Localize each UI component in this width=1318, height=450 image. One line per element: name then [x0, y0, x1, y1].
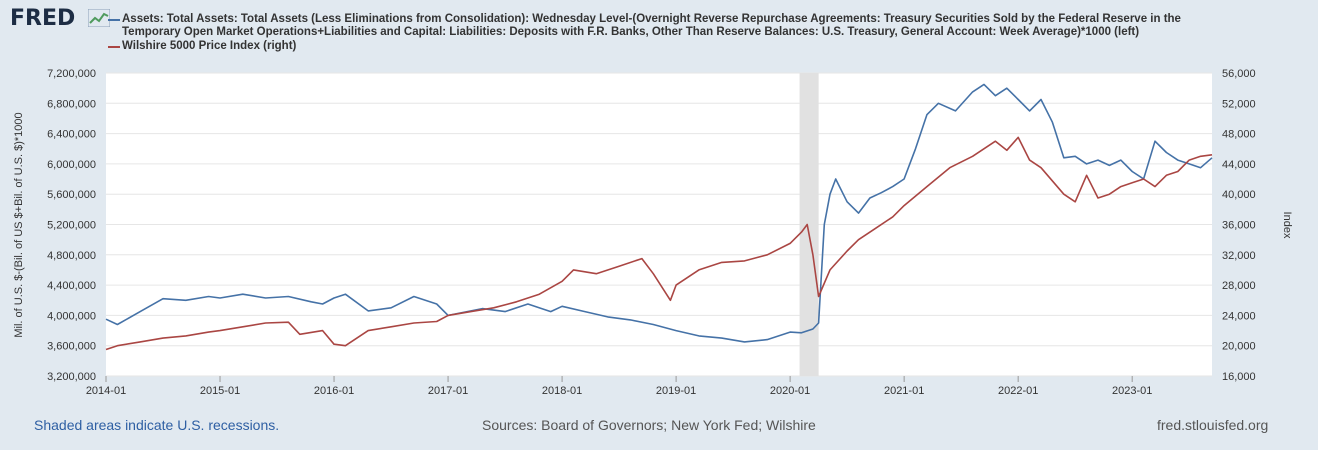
x-tick-label: 2021-01 — [884, 385, 924, 397]
x-tick-label: 2017-01 — [428, 385, 468, 397]
ticks-layer: 3,200,000 16,000 3,600,000 20,000 4,000,000 2… — [47, 68, 1256, 397]
recession-band — [799, 73, 819, 376]
y-left-tick-label: 7,200,000 — [47, 68, 96, 80]
series-layer — [105, 83, 1213, 351]
legend-label-left-line2: Temporary Open Market Operations+Liabili… — [122, 26, 1140, 38]
legend-item-right-series[interactable]: Wilshire 5000 Price Index (right) — [108, 40, 297, 53]
y-left-tick-label: 4,800,000 — [47, 250, 96, 262]
x-tick-label: 2020-01 — [770, 385, 810, 397]
y-right-tick-label: 28,000 — [1222, 280, 1256, 292]
series-line-right — [105, 136, 1213, 351]
y-axis-left-title: Mil. of U.S. $-(Bil. of US $+Bil. of U.S… — [13, 112, 25, 337]
y-right-tick-label: 36,000 — [1222, 220, 1256, 232]
x-tick-label: 2016-01 — [314, 385, 354, 397]
sources-text: Sources: Board of Governors; New York Fe… — [482, 417, 816, 433]
y-right-tick-label: 16,000 — [1222, 371, 1256, 383]
legend-label-left-line1: Assets: Total Assets: Total Assets (Less… — [122, 13, 1181, 25]
y-right-tick-label: 20,000 — [1222, 341, 1256, 353]
y-left-tick-label: 5,600,000 — [47, 189, 96, 201]
grid — [106, 72, 1212, 377]
x-tick-label: 2022-01 — [998, 385, 1038, 397]
y-left-tick-label: 3,600,000 — [47, 341, 96, 353]
series-line-left — [105, 83, 1213, 343]
recession-layer — [799, 73, 819, 376]
recession-note-link[interactable]: Shaded areas indicate U.S. recessions. — [34, 417, 280, 433]
y-left-tick-label: 5,200,000 — [47, 220, 96, 232]
y-left-tick-label: 4,400,000 — [47, 280, 96, 292]
y-right-tick-label: 32,000 — [1222, 250, 1256, 262]
y-right-tick-label: 44,000 — [1222, 159, 1256, 171]
x-tick-label: 2019-01 — [656, 385, 696, 397]
y-axis-right-title: Index — [1281, 212, 1293, 239]
legend-item-left-series[interactable]: Assets: Total Assets: Total Assets (Less… — [108, 13, 1181, 39]
y-left-tick-label: 6,400,000 — [47, 129, 96, 141]
x-tick-label: 2018-01 — [542, 385, 582, 397]
site-link[interactable]: fred.stlouisfed.org — [1157, 417, 1269, 433]
legend-swatch-blue — [108, 19, 120, 21]
fred-graph-icon — [88, 9, 110, 27]
y-left-tick-label: 4,000,000 — [47, 310, 96, 322]
y-right-tick-label: 24,000 — [1222, 310, 1256, 322]
fred-logo[interactable]: FRED — [10, 6, 76, 31]
chart: 3,200,000 16,000 3,600,000 20,000 4,000,000 2… — [13, 68, 1293, 397]
y-right-tick-label: 56,000 — [1222, 68, 1256, 80]
legend-swatch-red — [108, 46, 120, 48]
x-tick-label: 2023-01 — [1112, 385, 1152, 397]
y-left-tick-label: 6,000,000 — [47, 159, 96, 171]
y-right-tick-label: 52,000 — [1222, 98, 1256, 110]
x-tick-label: 2014-01 — [86, 385, 126, 397]
y-left-tick-label: 6,800,000 — [47, 98, 96, 110]
y-left-tick-label: 3,200,000 — [47, 371, 96, 383]
legend-label-right: Wilshire 5000 Price Index (right) — [122, 40, 297, 52]
y-right-tick-label: 48,000 — [1222, 129, 1256, 141]
x-tick-label: 2015-01 — [200, 385, 240, 397]
y-right-tick-label: 40,000 — [1222, 189, 1256, 201]
